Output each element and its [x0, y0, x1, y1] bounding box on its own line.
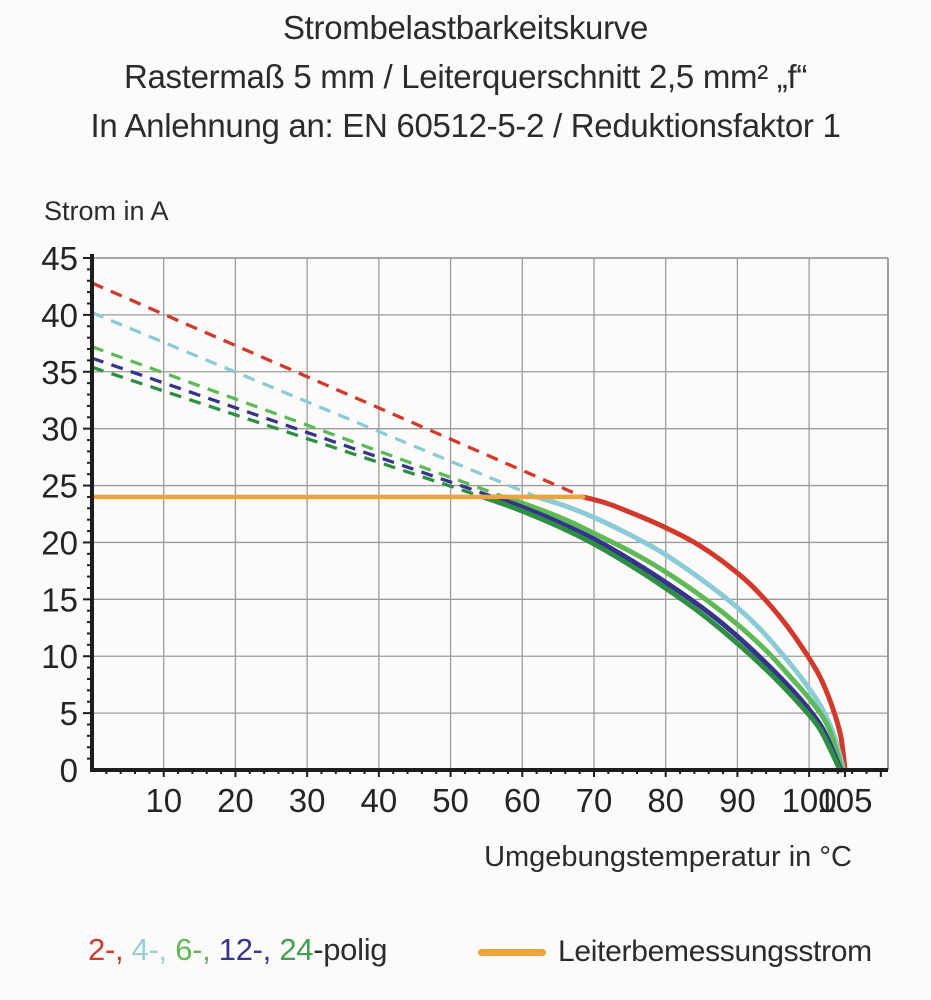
svg-text:105: 105 — [817, 782, 872, 819]
svg-text:45: 45 — [41, 240, 78, 277]
legend-part: 2-, — [88, 932, 132, 967]
chart-title-line3: In Anlehnung an: EN 60512-5-2 / Reduktio… — [90, 107, 841, 144]
legend-part: 4-, — [131, 932, 176, 967]
svg-text:20: 20 — [41, 524, 78, 561]
svg-text:25: 25 — [41, 468, 78, 505]
svg-text:60: 60 — [504, 782, 541, 819]
chart-title-line2: Rastermaß 5 mm / Leiterquerschnitt 2,5 m… — [123, 58, 808, 95]
svg-text:5: 5 — [60, 695, 78, 732]
svg-text:70: 70 — [576, 782, 613, 819]
svg-text:40: 40 — [360, 782, 397, 819]
rated-current-label: Leiterbemessungsstrom — [558, 935, 872, 968]
legend: 2-, 4-, 6-, 12-, 24-polig Leiterbemessun… — [0, 926, 931, 978]
x-axis-title: Umgebungstemperatur in °C — [484, 841, 852, 873]
svg-text:30: 30 — [289, 782, 326, 819]
legend-part: 24 — [279, 932, 314, 967]
svg-text:80: 80 — [647, 782, 684, 819]
legend-part: 12-, — [218, 932, 280, 967]
svg-text:30: 30 — [41, 411, 78, 448]
rated-current-line-swatch — [478, 948, 546, 956]
svg-text:10: 10 — [145, 782, 182, 819]
svg-text:10: 10 — [41, 638, 78, 675]
svg-text:90: 90 — [719, 782, 756, 819]
chart-title-line1: Strombelastbarkeitskurve — [282, 9, 649, 46]
svg-text:35: 35 — [41, 354, 78, 391]
svg-text:50: 50 — [432, 782, 469, 819]
legend-poles: 2-, 4-, 6-, 12-, 24-polig — [88, 932, 388, 968]
y-axis-title: Strom in A — [44, 196, 169, 226]
svg-text:100: 100 — [782, 782, 837, 819]
legend-rated: Leiterbemessungsstrom — [478, 926, 872, 978]
legend-part: -polig — [313, 932, 388, 967]
svg-text:15: 15 — [41, 581, 78, 618]
legend-part: 6-, — [175, 932, 219, 967]
svg-text:0: 0 — [60, 752, 78, 789]
svg-text:40: 40 — [41, 297, 78, 334]
chart-title-block: Strombelastbarkeitskurve Rastermaß 5 mm … — [0, 3, 931, 150]
svg-text:20: 20 — [217, 782, 254, 819]
